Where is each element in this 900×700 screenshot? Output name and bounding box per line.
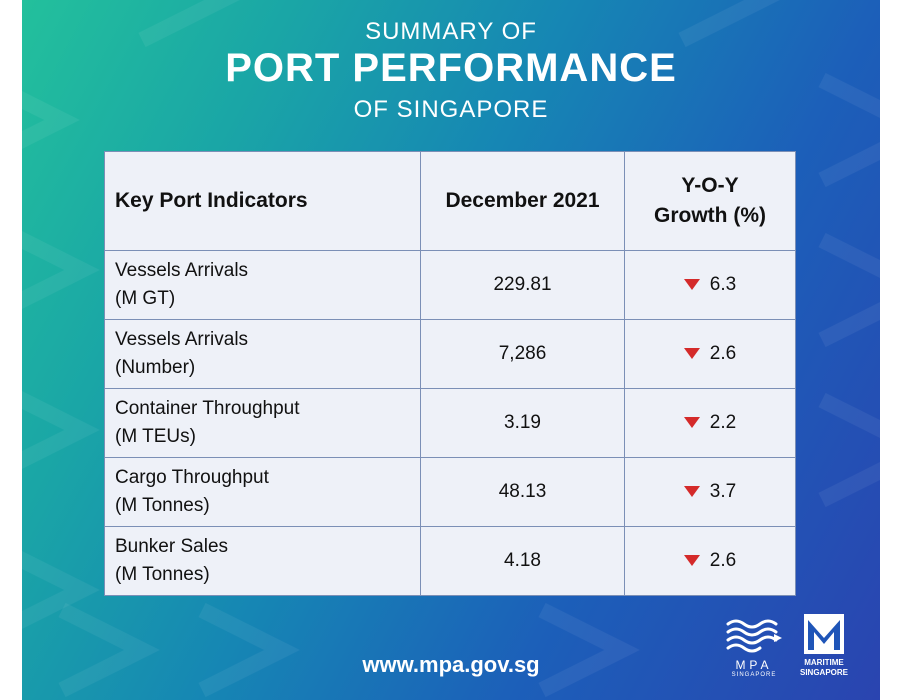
value-cell: 3.19	[420, 388, 625, 458]
table-row: Vessels Arrivals (Number) 7,286 2.6	[104, 319, 796, 389]
mpa-logo-subtext: SINGAPORE	[731, 672, 777, 678]
growth-cell: 6.3	[624, 250, 796, 320]
maritime-logo-line2: SINGAPORE	[799, 668, 848, 677]
header-line-3: OF SINGAPORE	[353, 96, 549, 123]
down-triangle-icon	[683, 486, 700, 498]
table-row: Vessels Arrivals (M GT) 229.81 6.3	[104, 250, 796, 320]
table-row: Cargo Throughput (M Tonnes) 48.13 3.7	[104, 457, 796, 527]
growth-value: 2.6	[709, 343, 737, 364]
mpa-logo: MPA SINGAPORE	[724, 612, 784, 678]
growth-value: 2.6	[709, 550, 737, 571]
value-cell: 7,286	[420, 319, 625, 389]
down-triangle-icon	[683, 348, 700, 360]
indicator-cell: Bunker Sales (M Tonnes)	[104, 526, 421, 596]
maritime-m-icon	[804, 614, 844, 654]
column-header-indicator: Key Port Indicators	[104, 151, 421, 251]
table-header-row: Key Port Indicators December 2021 Y-O-Y …	[104, 151, 796, 251]
indicator-unit: (Number)	[115, 357, 196, 378]
indicator-name: Vessels Arrivals	[115, 260, 249, 281]
maritime-logo-line1: MARITIME	[804, 658, 844, 667]
indicator-unit: (M GT)	[115, 288, 176, 309]
growth-cell: 2.6	[624, 526, 796, 596]
down-triangle-icon	[683, 555, 700, 567]
indicator-name: Cargo Throughput	[115, 467, 269, 488]
indicator-unit: (M Tonnes)	[115, 495, 210, 516]
growth-value: 3.7	[709, 481, 737, 502]
table-row: Bunker Sales (M Tonnes) 4.18 2.6	[104, 526, 796, 596]
growth-cell: 3.7	[624, 457, 796, 527]
down-triangle-icon	[683, 417, 700, 429]
value-cell: 4.18	[420, 526, 625, 596]
port-indicators-table: Key Port Indicators December 2021 Y-O-Y …	[104, 151, 796, 596]
down-triangle-icon	[683, 279, 700, 291]
indicator-unit: (M TEUs)	[115, 426, 196, 447]
indicator-name: Vessels Arrivals	[115, 329, 249, 350]
growth-cell: 2.2	[624, 388, 796, 458]
column-header-growth: Y-O-Y Growth (%)	[624, 151, 796, 251]
indicator-cell: Vessels Arrivals (Number)	[104, 319, 421, 389]
website-link[interactable]: www.mpa.gov.sg	[362, 652, 540, 677]
background-chevron-pattern	[22, 0, 880, 698]
indicator-cell: Vessels Arrivals (M GT)	[104, 250, 421, 320]
infographic-panel: SUMMARY OF PORT PERFORMANCE OF SINGAPORE…	[22, 0, 880, 700]
value-cell: 229.81	[420, 250, 625, 320]
growth-value: 2.2	[709, 412, 737, 433]
column-header-growth-label: Y-O-Y Growth (%)	[654, 174, 766, 227]
growth-cell: 2.6	[624, 319, 796, 389]
indicator-cell: Container Throughput (M TEUs)	[104, 388, 421, 458]
mpa-logo-text: MPA	[735, 658, 773, 672]
growth-value: 6.3	[709, 274, 737, 295]
indicator-name: Container Throughput	[115, 398, 300, 419]
indicator-cell: Cargo Throughput (M Tonnes)	[104, 457, 421, 527]
maritime-singapore-logo: MARITIME SINGAPORE	[794, 612, 854, 684]
indicator-name: Bunker Sales	[115, 536, 229, 557]
header-line-1: SUMMARY OF	[365, 18, 537, 45]
table-row: Container Throughput (M TEUs) 3.19 2.2	[104, 388, 796, 458]
page-title: PORT PERFORMANCE	[225, 46, 677, 90]
mpa-wave-icon	[726, 619, 782, 653]
indicator-unit: (M Tonnes)	[115, 564, 210, 585]
maritime-logo-text: MARITIME SINGAPORE	[794, 658, 854, 678]
column-header-month: December 2021	[420, 151, 625, 251]
value-cell: 48.13	[420, 457, 625, 527]
